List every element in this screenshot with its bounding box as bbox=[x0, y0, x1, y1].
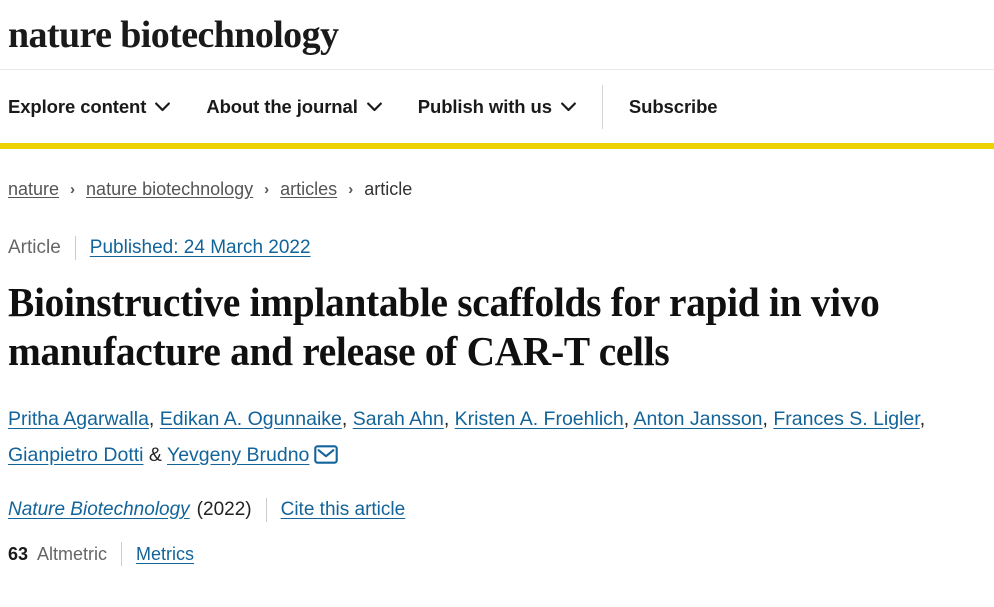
altmetric-label: Altmetric bbox=[37, 543, 108, 564]
metrics-row: 63 Altmetric Metrics bbox=[8, 542, 986, 566]
author-link-pritha-agarwalla[interactable]: Pritha Agarwalla bbox=[8, 408, 149, 430]
nav-item-label: Subscribe bbox=[628, 95, 718, 117]
author-link-yevgeny-brudno[interactable]: Yevgeny Brudno bbox=[166, 444, 310, 466]
cite-this-article-link[interactable]: Cite this article bbox=[280, 499, 406, 520]
metrics-divider bbox=[121, 542, 123, 566]
main-navigation: Explore content About the journal Publis… bbox=[0, 70, 994, 143]
chevron-down-icon bbox=[155, 102, 171, 112]
metrics-link[interactable]: Metrics bbox=[136, 543, 195, 564]
breadcrumb-separator-icon: › bbox=[70, 181, 76, 198]
author-separator: , bbox=[341, 408, 353, 430]
citation-divider bbox=[265, 498, 267, 522]
author-link-frances-s-ligler[interactable]: Frances S. Ligler bbox=[773, 408, 920, 430]
author-link-anton-jansson[interactable]: Anton Jansson bbox=[633, 408, 763, 430]
page-title: Bioinstructive implantable scaffolds for… bbox=[8, 279, 880, 374]
nav-item-label: Explore content bbox=[8, 95, 147, 117]
author-link-kristen-a-froehlich[interactable]: Kristen A. Froehlich bbox=[454, 408, 624, 430]
journal-name-link[interactable]: Nature Biotechnology bbox=[8, 499, 190, 520]
journal-year: (2022) bbox=[196, 499, 252, 520]
envelope-icon[interactable] bbox=[314, 440, 339, 476]
altmetric-score: 63 bbox=[8, 543, 29, 564]
article-header-region: nature › nature biotechnology › articles… bbox=[0, 179, 994, 566]
author-list: Pritha Agarwalla, Edikan A. Ogunnaike, S… bbox=[8, 401, 986, 476]
published-date-link[interactable]: Published: 24 March 2022 bbox=[89, 237, 311, 258]
chevron-down-icon bbox=[366, 102, 382, 112]
author-separator: , bbox=[919, 408, 926, 430]
nav-item-label: About the journal bbox=[206, 95, 358, 117]
journal-citation: Nature Biotechnology (2022) Cite this ar… bbox=[8, 498, 986, 522]
site-masthead: nature biotechnology bbox=[0, 0, 994, 70]
article-meta: Article Published: 24 March 2022 bbox=[8, 236, 986, 260]
author-link-gianpietro-dotti[interactable]: Gianpietro Dotti bbox=[8, 444, 144, 466]
author-separator: , bbox=[148, 408, 160, 430]
author-separator: , bbox=[762, 408, 774, 430]
journal-logo[interactable]: nature biotechnology bbox=[8, 13, 339, 56]
article-type-label: Article bbox=[8, 237, 61, 258]
breadcrumb-item-nature-biotechnology[interactable]: nature biotechnology bbox=[86, 179, 254, 199]
breadcrumb: nature › nature biotechnology › articles… bbox=[8, 179, 986, 200]
breadcrumb-item-articles[interactable]: articles bbox=[280, 179, 338, 199]
nav-item-publish-with-us[interactable]: Publish with us bbox=[418, 96, 576, 118]
breadcrumb-separator-icon: › bbox=[348, 181, 354, 198]
author-conjunction: & bbox=[143, 444, 167, 466]
brand-accent-bar bbox=[0, 143, 994, 149]
nav-item-explore-content[interactable]: Explore content bbox=[8, 95, 171, 118]
breadcrumb-item-nature[interactable]: nature bbox=[8, 179, 60, 199]
author-link-sarah-ahn[interactable]: Sarah Ahn bbox=[352, 408, 444, 430]
breadcrumb-item-article: article bbox=[364, 179, 413, 199]
chevron-down-icon bbox=[561, 102, 576, 112]
nav-divider bbox=[601, 84, 603, 129]
nav-item-about-the-journal[interactable]: About the journal bbox=[206, 95, 382, 118]
meta-divider bbox=[74, 236, 76, 260]
nav-item-label: Publish with us bbox=[417, 95, 552, 117]
nav-item-subscribe[interactable]: Subscribe bbox=[629, 96, 718, 118]
breadcrumb-separator-icon: › bbox=[264, 181, 270, 198]
author-separator: , bbox=[623, 408, 634, 430]
author-link-edikan-a-ogunnaike[interactable]: Edikan A. Ogunnaike bbox=[159, 408, 342, 430]
author-separator: , bbox=[443, 408, 455, 430]
